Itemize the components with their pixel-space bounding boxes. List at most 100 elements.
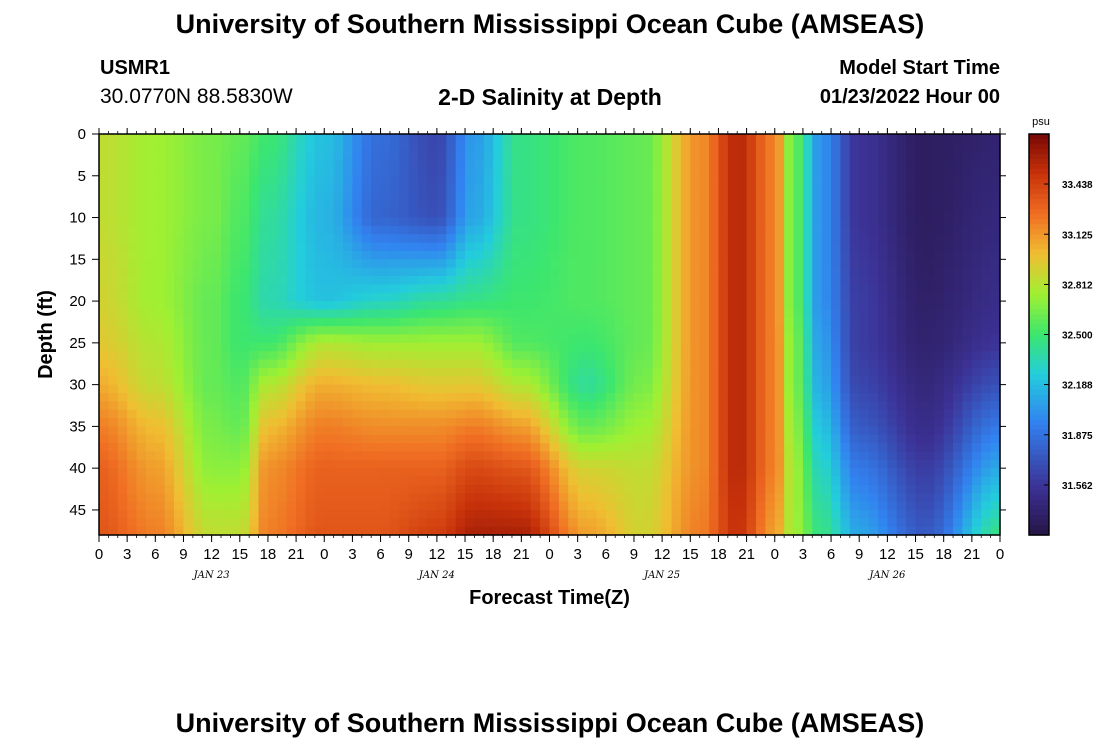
heatmap-cell [277,284,288,294]
heatmap-cell [633,426,644,436]
heatmap-cell [755,434,766,444]
heatmap-cell [765,284,776,294]
heatmap-cell [540,359,551,369]
heatmap-cell [812,167,823,177]
heatmap-cell [192,426,203,436]
heatmap-cell [399,501,410,511]
heatmap-cell [746,426,757,436]
heatmap-cell [840,409,851,419]
heatmap-cell [446,409,457,419]
heatmap-cell [239,434,250,444]
heatmap-cell [267,217,278,227]
heatmap-cell [164,317,175,327]
heatmap-cell [305,200,316,210]
heatmap-cell [971,418,982,427]
heatmap-cell [174,509,185,519]
heatmap-cell [117,209,128,219]
heatmap-cell [558,309,569,319]
heatmap-cell [314,418,325,427]
heatmap-cell [831,359,842,369]
heatmap-cell [258,434,269,444]
heatmap-cell [981,292,992,302]
heatmap-cell [859,217,870,227]
heatmap-cell [127,150,138,160]
heatmap-cell [267,326,278,336]
heatmap-cell [164,309,175,319]
heatmap-cell [596,334,607,344]
heatmap-cell [540,342,551,352]
heatmap-cell [493,250,504,260]
heatmap-cell [483,175,494,185]
heatmap-cell [849,309,860,319]
heatmap-cell [990,459,1001,469]
heatmap-cell [521,509,532,519]
heatmap-cell [643,509,654,519]
heatmap-cell [765,468,776,478]
heatmap-cell [389,434,400,444]
heatmap-cell [202,484,213,494]
heatmap-cell [474,351,485,361]
heatmap-cell [296,142,307,152]
heatmap-cell [605,309,616,319]
heatmap-cell [352,493,363,503]
heatmap-cell [343,526,354,536]
heatmap-cell [624,217,635,227]
heatmap-cell [812,493,823,503]
heatmap-cell [915,159,926,169]
heatmap-cell [877,250,888,260]
heatmap-cell [493,434,504,444]
heatmap-cells [99,134,1001,536]
heatmap-cell [821,292,832,302]
heatmap-cell [249,518,260,528]
x-tick-label: 3 [799,546,807,563]
heatmap-cell [380,159,391,169]
heatmap-cell [943,142,954,152]
heatmap-cell [558,418,569,427]
heatmap-cell [267,526,278,536]
heatmap-cell [267,134,278,143]
heatmap-cell [361,509,372,519]
heatmap-cell [906,501,917,511]
heatmap-cell [699,409,710,419]
heatmap-cell [821,301,832,311]
heatmap-cell [465,384,476,394]
heatmap-cell [202,392,213,402]
heatmap-cell [511,267,522,277]
heatmap-cell [277,476,288,486]
heatmap-cell [465,443,476,453]
heatmap-cell [953,184,964,194]
heatmap-cell [333,134,344,143]
heatmap-cell [821,259,832,269]
heatmap-cell [145,200,156,210]
heatmap-cell [296,292,307,302]
heatmap-cell [277,250,288,260]
heatmap-cell [615,242,626,252]
heatmap-cell [577,284,588,294]
heatmap-cell [418,476,429,486]
heatmap-cell [483,501,494,511]
heatmap-cell [699,200,710,210]
heatmap-cell [427,250,438,260]
heatmap-cell [943,134,954,143]
heatmap-cell [502,175,513,185]
heatmap-cell [408,509,419,519]
heatmap-cell [755,418,766,427]
heatmap-cell [446,443,457,453]
heatmap-cell [849,526,860,536]
heatmap-cell [709,342,720,352]
heatmap-cell [361,242,372,252]
heatmap-cell [202,434,213,444]
heatmap-cell [127,418,138,427]
heatmap-cell [821,167,832,177]
heatmap-cell [436,401,447,411]
heatmap-cell [633,484,644,494]
heatmap-cell [530,443,541,453]
heatmap-cell [671,426,682,436]
heatmap-cell [971,134,982,143]
heatmap-cell [906,434,917,444]
heatmap-cell [727,192,738,202]
heatmap-cell [784,376,795,386]
heatmap-cell [859,292,870,302]
heatmap-cell [746,242,757,252]
heatmap-cell [371,459,382,469]
